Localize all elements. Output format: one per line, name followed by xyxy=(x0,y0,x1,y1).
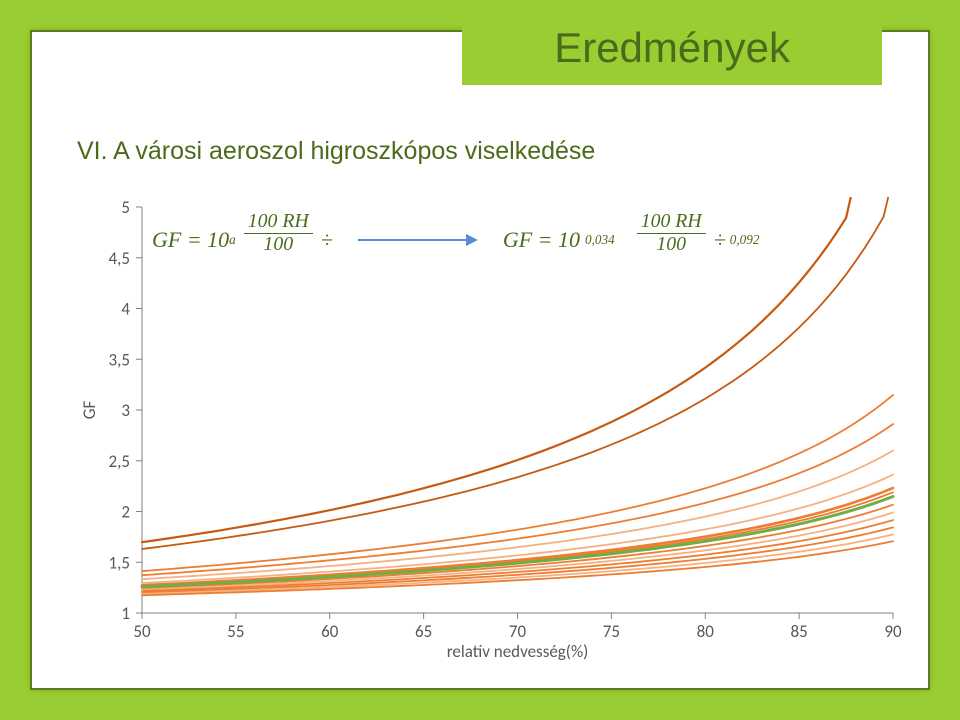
svg-text:50: 50 xyxy=(133,621,151,642)
subtitle: VI. A városi aeroszol higroszkópos visel… xyxy=(77,137,595,166)
svg-text:65: 65 xyxy=(415,621,432,642)
svg-text:3,5: 3,5 xyxy=(109,349,130,370)
svg-text:1: 1 xyxy=(121,603,130,624)
outer-frame: Eredmények VI. A városi aeroszol higrosz… xyxy=(12,12,948,708)
svg-text:80: 80 xyxy=(697,621,715,642)
svg-text:70: 70 xyxy=(509,621,527,642)
svg-text:75: 75 xyxy=(603,621,620,642)
svg-text:55: 55 xyxy=(227,621,244,642)
chart-container: 1 1,5 2 2,5 3 3,5 4 4,5 5 50 55 60 65 70 75 80 85 90 relat… xyxy=(77,197,903,663)
svg-text:4: 4 xyxy=(121,299,130,320)
title-banner: Eredmények xyxy=(462,10,882,85)
svg-text:5: 5 xyxy=(121,197,130,218)
svg-text:90: 90 xyxy=(884,621,902,642)
page-background: Eredmények VI. A városi aeroszol higrosz… xyxy=(0,0,960,720)
svg-text:3: 3 xyxy=(121,400,130,421)
svg-text:2,5: 2,5 xyxy=(109,451,130,472)
svg-text:1,5: 1,5 xyxy=(109,552,130,573)
svg-text:GF: GF xyxy=(79,401,100,420)
svg-text:60: 60 xyxy=(321,621,339,642)
slide-content: Eredmények VI. A városi aeroszol higrosz… xyxy=(30,30,930,690)
svg-text:4,5: 4,5 xyxy=(109,248,130,269)
svg-text:2: 2 xyxy=(121,502,130,523)
svg-text:85: 85 xyxy=(791,621,808,642)
svg-text:relatív nedvesség(%): relatív nedvesség(%) xyxy=(447,641,589,662)
title-text: Eredmények xyxy=(554,24,790,72)
gf-chart: 1 1,5 2 2,5 3 3,5 4 4,5 5 50 55 60 65 70 75 80 85 90 relat… xyxy=(77,197,903,663)
